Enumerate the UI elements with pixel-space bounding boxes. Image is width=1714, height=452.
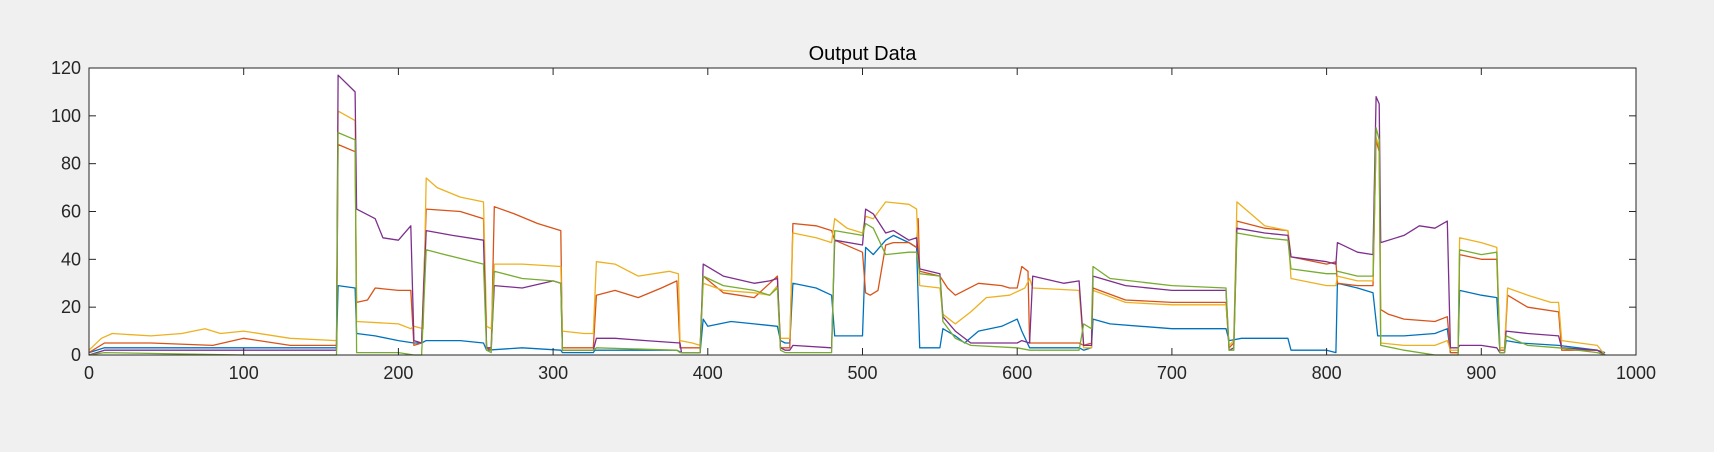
x-tick-label: 500	[847, 363, 877, 383]
y-axis: 0 20 40 60 80 100 120	[51, 58, 1636, 365]
series-line-4	[88, 74, 1606, 356]
y-tick-label: 60	[61, 202, 81, 222]
y-tick-label: 40	[61, 249, 81, 269]
x-tick-label: 0	[84, 363, 94, 383]
series-layer	[88, 74, 1606, 356]
plot-area	[89, 68, 1636, 355]
x-tick-label: 900	[1466, 363, 1496, 383]
x-tick-label: 400	[693, 363, 723, 383]
x-tick-label: 100	[229, 363, 259, 383]
x-tick-label: 700	[1157, 363, 1187, 383]
y-tick-label: 100	[51, 106, 81, 126]
y-tick-label: 20	[61, 297, 81, 317]
series-line-5	[88, 127, 1606, 356]
x-tick-label: 600	[1002, 363, 1032, 383]
y-tick-label: 120	[51, 58, 81, 78]
x-tick-label: 800	[1312, 363, 1342, 383]
y-tick-label: 0	[71, 345, 81, 365]
y-tick-label: 80	[61, 154, 81, 174]
x-tick-label: 300	[538, 363, 568, 383]
x-tick-label: 1000	[1616, 363, 1656, 383]
chart-title: Output Data	[809, 43, 918, 65]
x-tick-label: 200	[383, 363, 413, 383]
x-axis: 0 100 200 300 400 500 600 700 800 900 1000	[84, 68, 1656, 383]
